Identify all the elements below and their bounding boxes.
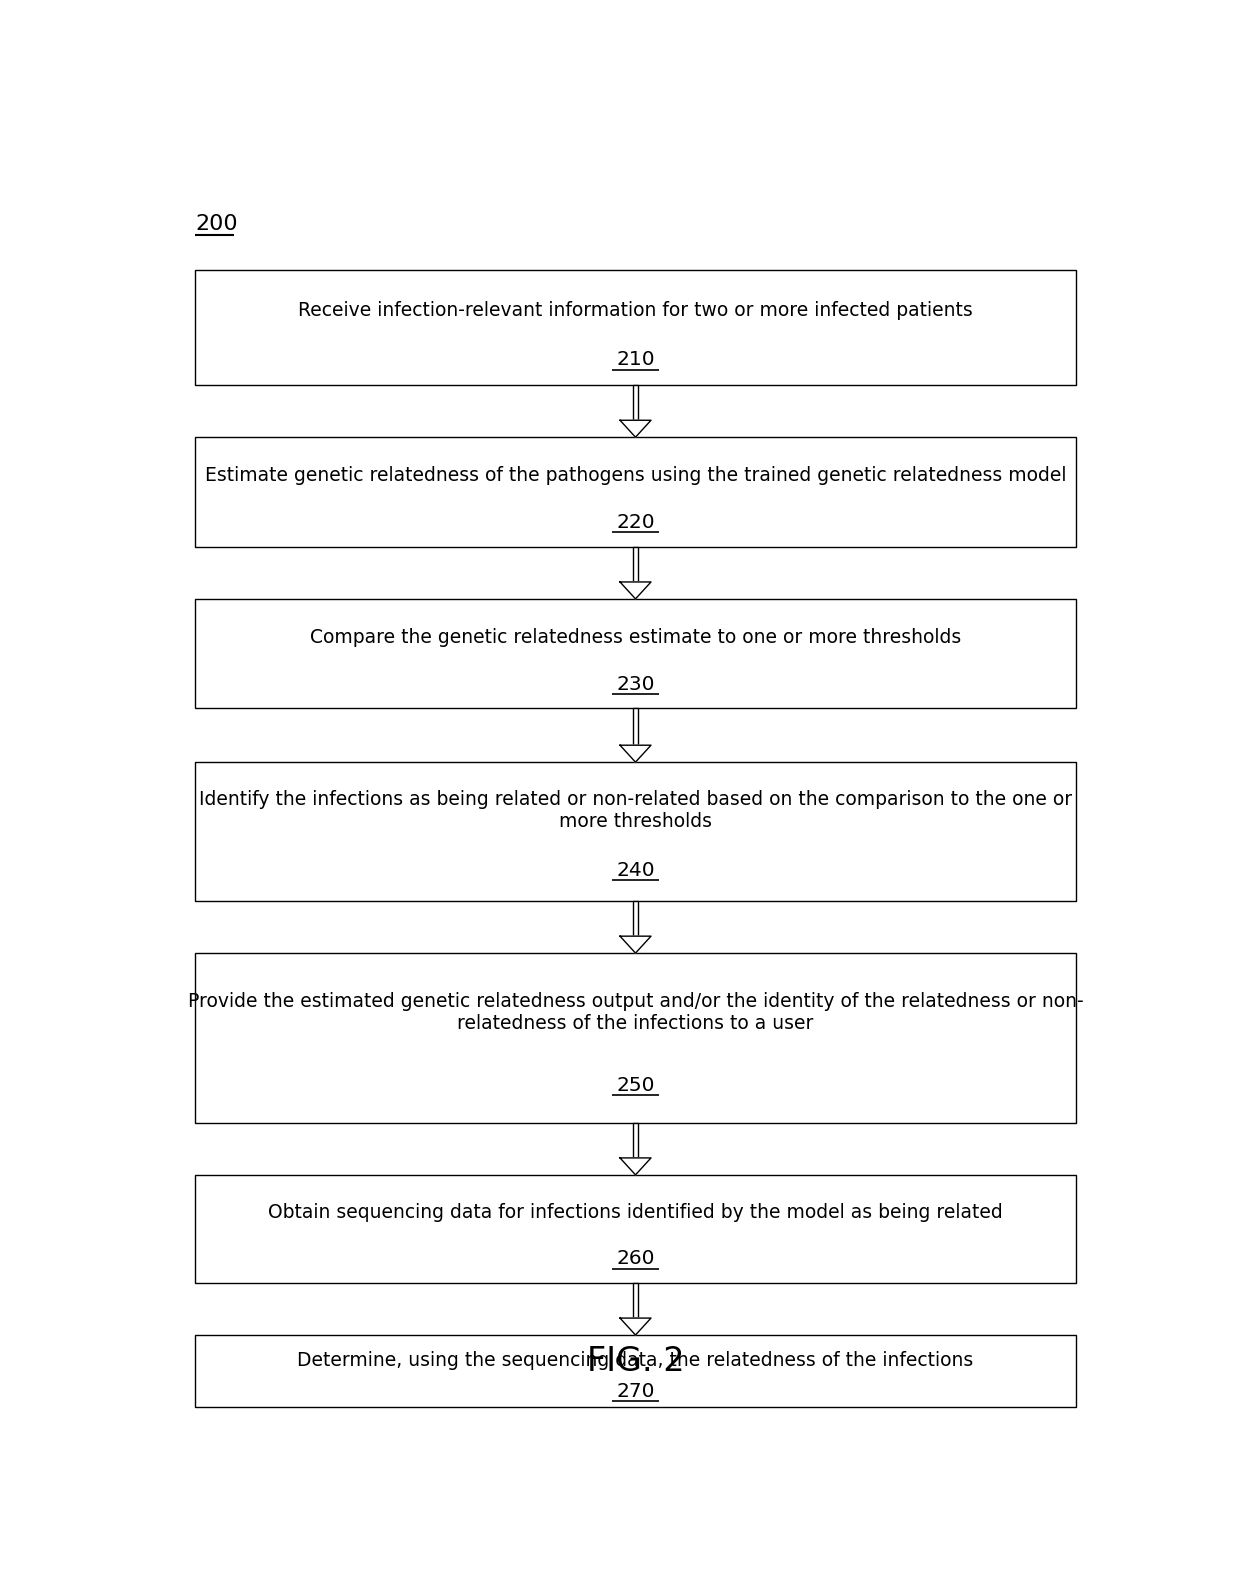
Bar xyxy=(196,762,1076,902)
Bar xyxy=(196,437,1076,547)
Text: Determine, using the sequencing data, the relatedness of the infections: Determine, using the sequencing data, th… xyxy=(298,1352,973,1371)
Text: Provide the estimated genetic relatedness output and/or the identity of the rela: Provide the estimated genetic relatednes… xyxy=(187,992,1084,1034)
Bar xyxy=(196,1175,1076,1283)
Bar xyxy=(634,385,637,420)
Bar xyxy=(196,1336,1076,1407)
Text: 260: 260 xyxy=(616,1250,655,1269)
Polygon shape xyxy=(620,582,651,599)
Text: Identify the infections as being related or non-related based on the comparison : Identify the infections as being related… xyxy=(198,790,1073,832)
Polygon shape xyxy=(620,746,651,762)
Polygon shape xyxy=(620,1158,651,1175)
Polygon shape xyxy=(620,420,651,437)
Text: 210: 210 xyxy=(616,350,655,369)
Text: 250: 250 xyxy=(616,1076,655,1096)
Text: FIG. 2: FIG. 2 xyxy=(587,1345,684,1377)
Polygon shape xyxy=(620,937,651,952)
Text: Estimate genetic relatedness of the pathogens using the trained genetic relatedn: Estimate genetic relatedness of the path… xyxy=(205,466,1066,485)
Bar xyxy=(634,902,637,937)
Polygon shape xyxy=(620,1318,651,1336)
Bar xyxy=(634,1283,637,1318)
Text: Compare the genetic relatedness estimate to one or more thresholds: Compare the genetic relatedness estimate… xyxy=(310,628,961,647)
Bar xyxy=(196,952,1076,1123)
Bar xyxy=(634,547,637,582)
Bar xyxy=(634,708,637,746)
Text: 240: 240 xyxy=(616,860,655,879)
Bar xyxy=(196,270,1076,385)
Text: Obtain sequencing data for infections identified by the model as being related: Obtain sequencing data for infections id… xyxy=(268,1204,1003,1223)
Text: Receive infection-relevant information for two or more infected patients: Receive infection-relevant information f… xyxy=(298,301,973,320)
Text: 230: 230 xyxy=(616,674,655,693)
Bar xyxy=(634,1123,637,1158)
Text: 200: 200 xyxy=(196,215,238,234)
Bar xyxy=(196,599,1076,708)
Text: 270: 270 xyxy=(616,1382,655,1401)
Text: 220: 220 xyxy=(616,514,655,533)
